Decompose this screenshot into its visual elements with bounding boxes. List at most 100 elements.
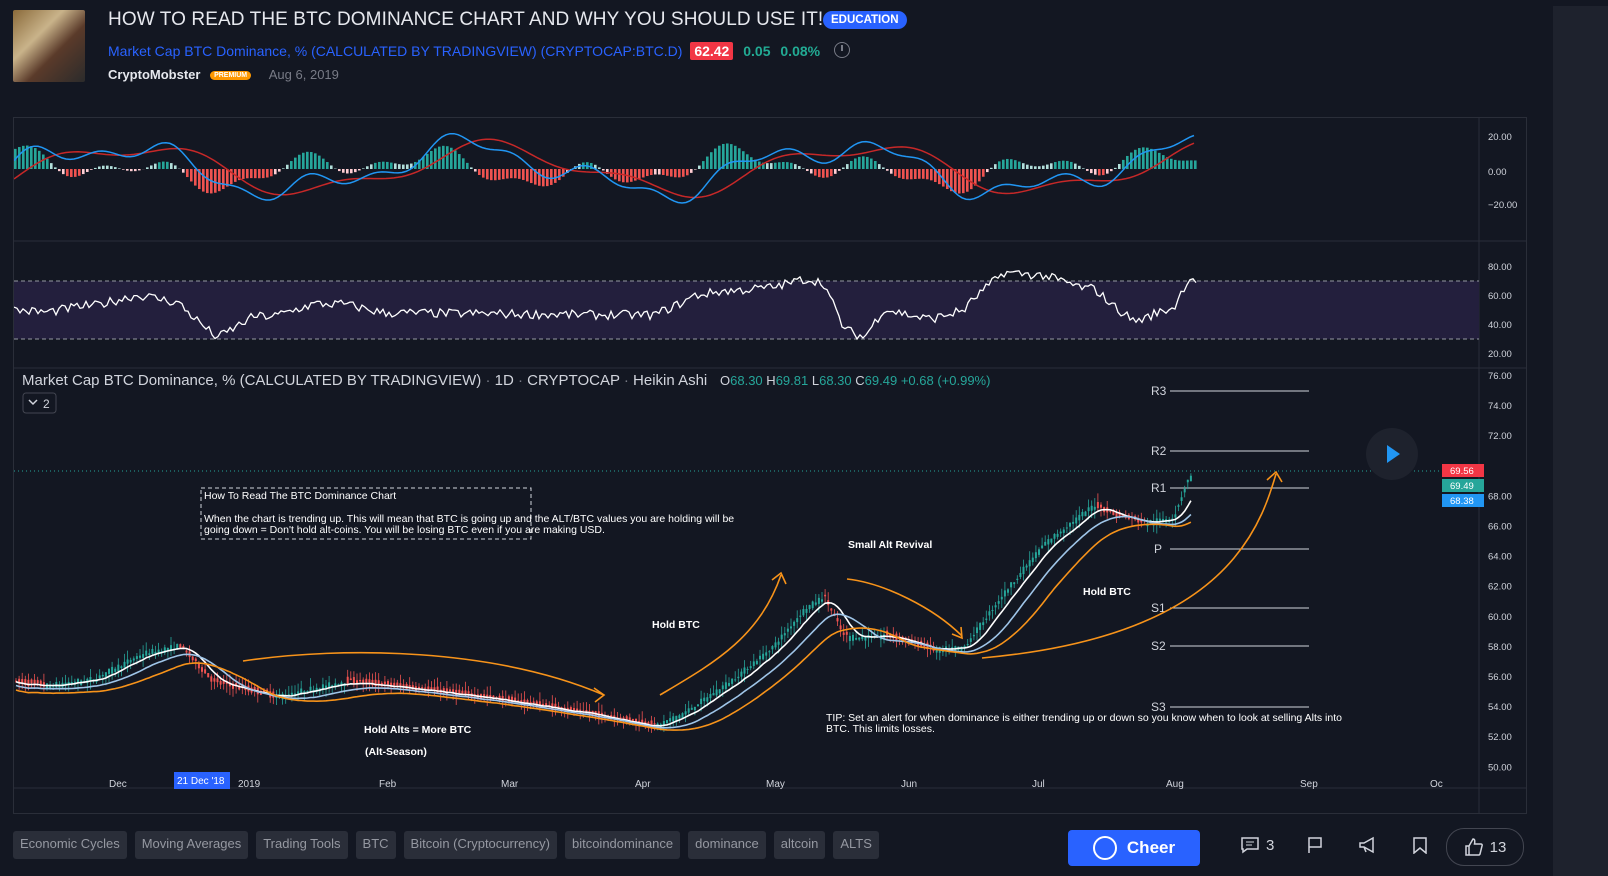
macd-histogram-bar: [538, 169, 541, 186]
candle-body: [1090, 505, 1093, 511]
pivot-r1-label: R1: [1151, 481, 1167, 495]
macd-histogram-bar: [1186, 160, 1189, 169]
candle-body: [811, 601, 814, 609]
note-box[interactable]: How To Read The BTC Dominance Chart When…: [200, 487, 734, 540]
macd-axis-label: −20.00: [1488, 200, 1517, 211]
cheer-button[interactable]: Cheer: [1068, 830, 1200, 866]
candle-body: [290, 692, 293, 696]
candle-body: [982, 622, 985, 626]
time-axis-label: Feb: [379, 779, 397, 790]
macd-histogram-bar: [998, 161, 1001, 169]
tag-bitcoindominance[interactable]: bitcoindominance: [564, 831, 681, 859]
candle-body: [768, 651, 771, 653]
macd-histogram-bar: [978, 169, 981, 182]
collapse-button-frame[interactable]: [22, 392, 57, 414]
time-axis-label: Sep: [1300, 779, 1318, 790]
play-button[interactable]: [1366, 428, 1418, 480]
macd-histogram-bar: [154, 163, 157, 169]
price-axis-label: 54.00: [1488, 702, 1512, 713]
candle-body: [749, 666, 752, 669]
macd-histogram-bar: [790, 162, 793, 169]
tag-list: Economic Cycles Moving Averages Trading …: [13, 831, 879, 859]
candle-body: [374, 679, 377, 687]
tag-bitcoin[interactable]: Bitcoin (Cryptocurrency): [403, 831, 557, 859]
macd-histogram-bar: [1026, 164, 1029, 169]
candle-body: [294, 693, 296, 695]
publish-date: Aug 6, 2019: [268, 67, 339, 82]
macd-histogram-bar: [674, 169, 677, 178]
comments-button[interactable]: 3: [1240, 836, 1274, 854]
author-name[interactable]: CryptoMobster: [108, 67, 201, 82]
tag-dominance[interactable]: dominance: [688, 831, 766, 859]
candle-body: [780, 634, 783, 640]
macd-histogram-bar: [754, 159, 757, 169]
tag-moving-averages[interactable]: Moving Averages: [134, 831, 249, 859]
candle-body: [132, 658, 135, 661]
macd-histogram-bar: [358, 169, 361, 171]
alarm-clock-icon[interactable]: [833, 42, 850, 58]
candle-body: [334, 683, 337, 687]
tag-altcoin[interactable]: altcoin: [773, 831, 826, 859]
macd-histogram-bar: [550, 169, 553, 185]
macd-histogram-bar: [734, 145, 737, 169]
macd-histogram-bar: [926, 169, 929, 180]
tag-economic-cycles[interactable]: Economic Cycles: [13, 831, 127, 859]
chart-svg[interactable]: 20.00 0.00 −20.00 80.00 60.00 40.00 20.0…: [13, 118, 1526, 813]
time-axis[interactable]: Dec 2019 Feb Mar Apr May Jun Jul Aug Sep Oc: [109, 779, 1443, 790]
macd-pane: [13, 132, 1197, 204]
tag-trading-tools[interactable]: Trading Tools: [256, 831, 348, 859]
macd-histogram-bar: [190, 169, 193, 182]
macd-histogram-bar: [402, 164, 405, 169]
candle-body: [120, 666, 123, 669]
author-avatar[interactable]: [13, 10, 85, 82]
macd-histogram-bar: [990, 167, 993, 169]
candle-body: [985, 618, 988, 620]
education-badge[interactable]: EDUCATION: [823, 11, 907, 29]
time-highlight-label: 21 Dec '18: [177, 776, 225, 787]
macd-histogram-bar: [634, 169, 637, 181]
candle-body: [21, 679, 24, 684]
bookmark-button[interactable]: [1412, 836, 1428, 854]
candle-body: [569, 707, 572, 710]
macd-histogram-bar: [1022, 163, 1025, 169]
macd-histogram-bar: [110, 166, 113, 169]
candle-body: [129, 659, 132, 663]
chart-container[interactable]: 20.00 0.00 −20.00 80.00 60.00 40.00 20.0…: [13, 117, 1527, 814]
like-button[interactable]: 13: [1446, 828, 1524, 866]
macd-histogram-bar: [842, 167, 845, 169]
tag-btc[interactable]: BTC: [355, 831, 396, 859]
candle-body: [1047, 539, 1050, 545]
candle-body: [771, 646, 774, 650]
candle-body: [864, 636, 867, 641]
macd-histogram-bar: [458, 154, 461, 169]
price-axis[interactable]: 76.00 74.00 72.00 68.00 66.00 64.00 62.00 60.00…: [1488, 371, 1512, 773]
candle-body: [458, 689, 461, 694]
candle-body: [445, 688, 448, 695]
candle-body: [349, 678, 352, 681]
macd-histogram-bar: [882, 167, 885, 169]
note-line-1: When the chart is trending up. This will…: [204, 513, 734, 525]
share-button[interactable]: [1358, 836, 1378, 854]
macd-histogram-bar: [1194, 160, 1197, 169]
candle-body: [166, 647, 169, 651]
symbol-name-link[interactable]: Market Cap BTC Dominance, % (CALCULATED …: [108, 43, 537, 59]
macd-histogram-bar: [534, 169, 537, 185]
legend-collapse-button[interactable]: 2: [22, 392, 57, 414]
tag-alts[interactable]: ALTS: [833, 831, 879, 859]
macd-histogram-bar: [770, 163, 773, 169]
time-axis-label: Dec: [109, 779, 127, 790]
candle-body: [759, 655, 761, 660]
macd-histogram-bar: [558, 169, 561, 181]
macd-histogram-bar: [1174, 159, 1177, 169]
macd-histogram-bar: [194, 169, 197, 186]
macd-histogram-bar: [854, 158, 857, 169]
time-axis-label: Oc: [1430, 779, 1443, 790]
time-axis-label: Jun: [901, 779, 917, 790]
macd-histogram-bar: [598, 167, 601, 169]
macd-histogram-bar: [710, 152, 713, 169]
price-axis-label: 72.00: [1488, 431, 1512, 442]
candle-body: [635, 718, 637, 723]
macd-histogram-bar: [294, 157, 297, 169]
report-button[interactable]: [1306, 836, 1324, 854]
symbol-ticker-link[interactable]: CRYPTOCAP:BTC.D: [545, 43, 678, 59]
